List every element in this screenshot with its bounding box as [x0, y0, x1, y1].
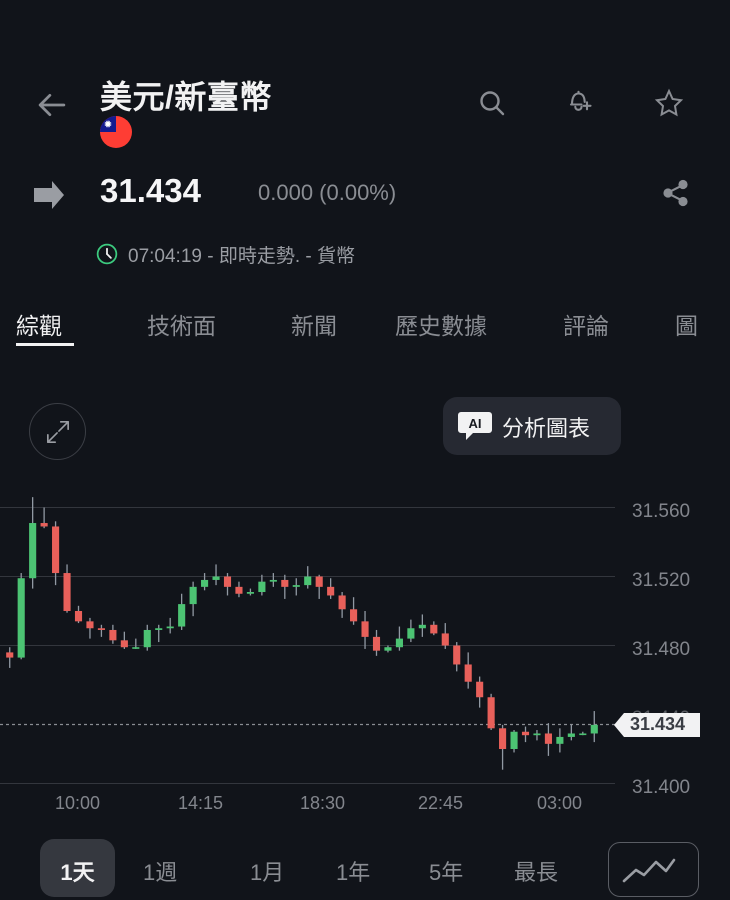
svg-text:AI: AI — [469, 416, 482, 431]
